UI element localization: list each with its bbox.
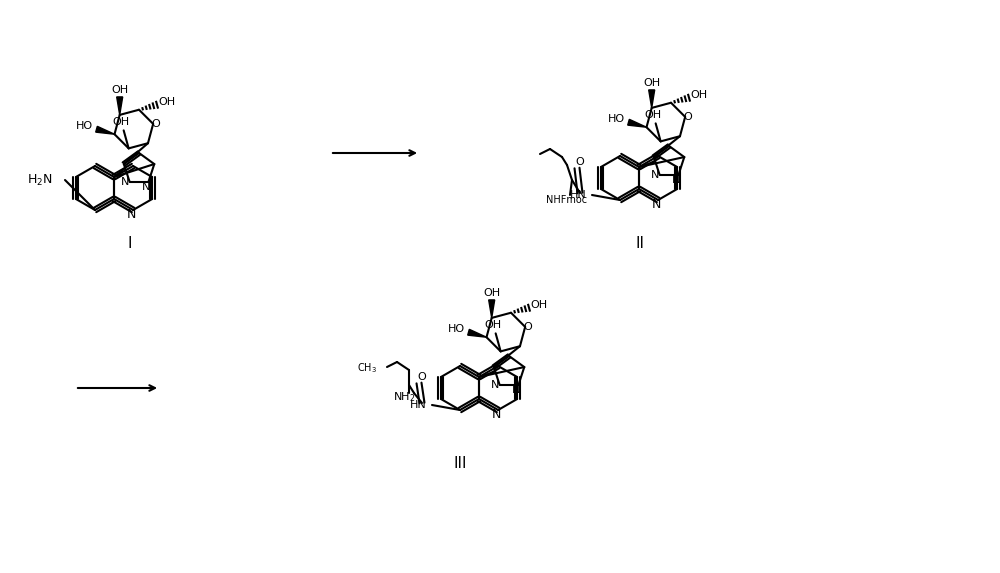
Text: OH: OH bbox=[483, 288, 500, 298]
Polygon shape bbox=[628, 119, 647, 127]
Text: O: O bbox=[524, 322, 533, 332]
Text: O: O bbox=[152, 119, 161, 129]
Text: HN: HN bbox=[410, 400, 427, 410]
Text: OH: OH bbox=[643, 78, 660, 88]
Text: HO: HO bbox=[76, 121, 93, 131]
Text: OH: OH bbox=[530, 300, 548, 310]
Polygon shape bbox=[489, 300, 495, 318]
Text: OH: OH bbox=[644, 111, 661, 120]
Text: HN: HN bbox=[570, 190, 587, 200]
Text: N: N bbox=[126, 207, 136, 221]
Text: OH: OH bbox=[690, 90, 708, 100]
Text: N: N bbox=[490, 380, 499, 390]
Text: N: N bbox=[651, 198, 661, 210]
Text: N: N bbox=[512, 385, 521, 395]
Text: O: O bbox=[684, 112, 693, 122]
Text: N: N bbox=[672, 175, 681, 185]
Text: HO: HO bbox=[448, 324, 465, 334]
Text: NH$_2$: NH$_2$ bbox=[393, 390, 415, 404]
Text: OH: OH bbox=[158, 97, 176, 107]
Text: CH$_3$: CH$_3$ bbox=[357, 361, 377, 375]
Polygon shape bbox=[649, 90, 655, 108]
Text: II: II bbox=[636, 236, 644, 250]
Text: O: O bbox=[576, 157, 584, 167]
Polygon shape bbox=[96, 126, 115, 134]
Text: OH: OH bbox=[112, 117, 129, 127]
Text: N: N bbox=[142, 182, 151, 192]
Text: HO: HO bbox=[608, 114, 625, 124]
Text: I: I bbox=[128, 236, 132, 250]
Text: N: N bbox=[491, 407, 501, 421]
Text: III: III bbox=[453, 456, 467, 470]
Text: OH: OH bbox=[111, 85, 128, 95]
Text: N: N bbox=[650, 170, 659, 180]
Polygon shape bbox=[117, 97, 123, 115]
Text: NHFmoc: NHFmoc bbox=[546, 195, 588, 205]
Text: H$_2$N: H$_2$N bbox=[27, 172, 53, 187]
Text: O: O bbox=[418, 372, 426, 382]
Text: N: N bbox=[120, 177, 129, 187]
Text: OH: OH bbox=[484, 320, 501, 331]
Polygon shape bbox=[468, 329, 487, 337]
